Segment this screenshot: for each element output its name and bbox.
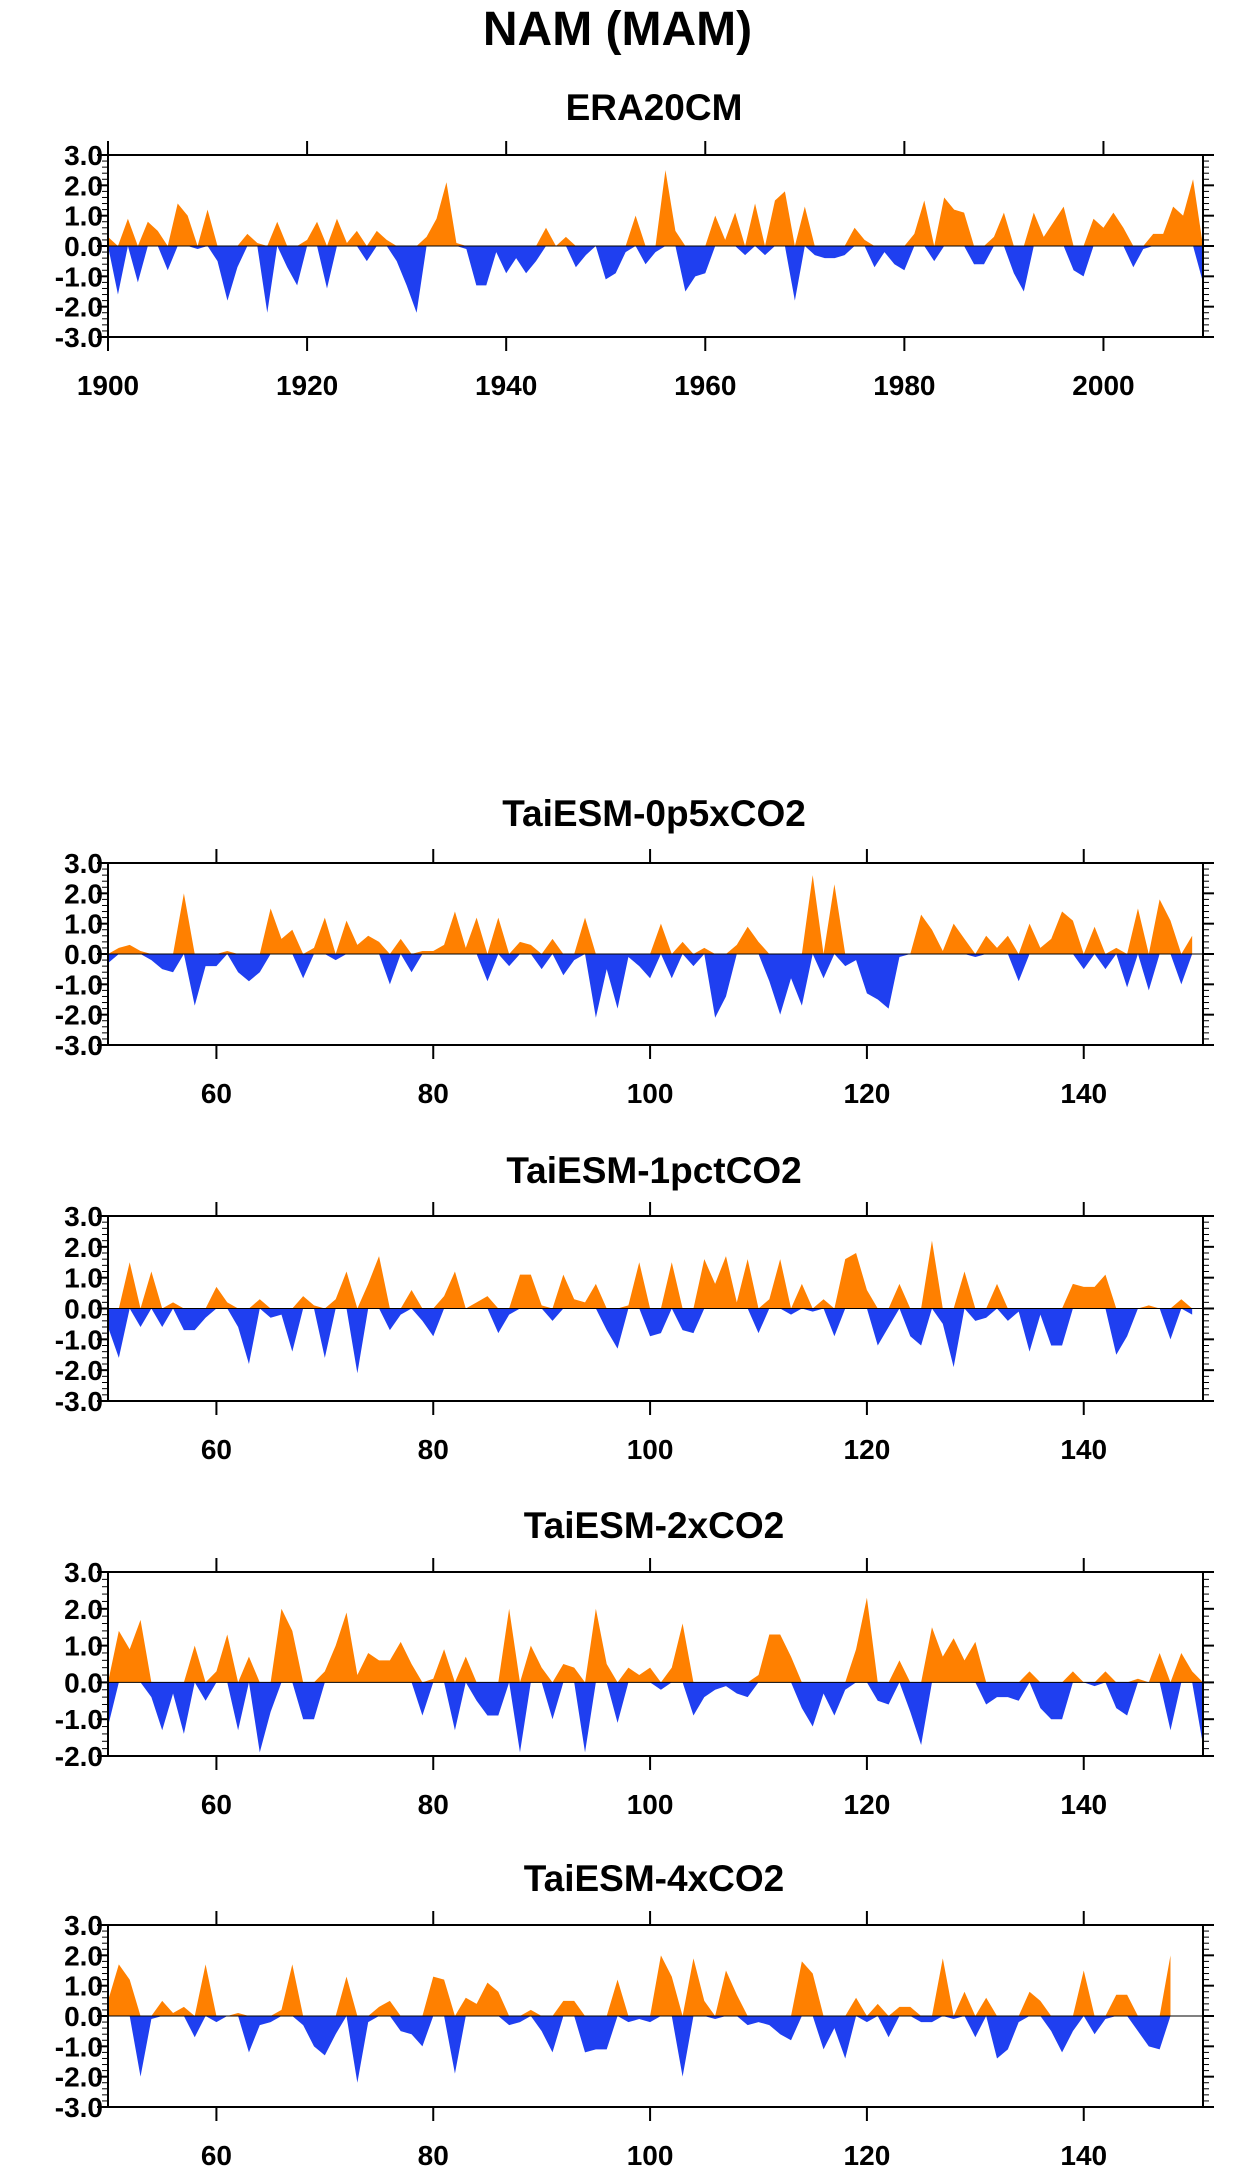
negative-area: [108, 1308, 1193, 1374]
panel-title-2xco2: TaiESM-2xCO2: [523, 1505, 785, 1546]
y-tick-label: -3.0: [55, 1386, 103, 1417]
panel-title-0p5xco2: TaiESM-0p5xCO2: [502, 793, 806, 834]
x-tick-label: 140: [1060, 2140, 1107, 2171]
y-tick-label: 1.0: [64, 909, 103, 940]
x-tick-label: 100: [627, 1078, 674, 1109]
y-tick-label: -3.0: [55, 322, 103, 353]
y-tick-label: 3.0: [64, 848, 103, 879]
plot-frame: [107, 1571, 1204, 1757]
x-tick-label: 140: [1060, 1078, 1107, 1109]
negative-area: [108, 2016, 1171, 2083]
x-tick-label: 1940: [475, 370, 537, 401]
y-tick-label: -2.0: [55, 1000, 103, 1031]
y-tick-label: -2.0: [55, 2062, 103, 2093]
y-tick-label: 1.0: [64, 1971, 103, 2002]
y-tick-label: 0.0: [64, 1667, 103, 1698]
x-tick-label: 60: [201, 2140, 232, 2171]
positive-area: [108, 1955, 1171, 2016]
x-tick-label: 1960: [674, 370, 736, 401]
negative-area: [108, 246, 1203, 313]
y-tick-label: 0.0: [64, 231, 103, 262]
chart-panel-0p5xco2: 3.02.01.00.0-1.0-2.0-3.0 60 80 100 120 140: [55, 848, 1214, 1109]
positive-area: [108, 1240, 1193, 1309]
x-tick-label: 120: [844, 1078, 891, 1109]
positive-area: [108, 875, 1193, 954]
x-tick-label: 80: [418, 2140, 449, 2171]
x-tick-label: 1900: [77, 370, 139, 401]
x-tick-label: 80: [418, 1078, 449, 1109]
y-tick-label: 3.0: [64, 1201, 103, 1232]
y-tick-label: 1.0: [64, 201, 103, 232]
x-tick-label: 100: [627, 1434, 674, 1465]
x-tick-label: 80: [418, 1789, 449, 1820]
x-tick-label: 120: [844, 1789, 891, 1820]
x-tick-label: 120: [844, 1434, 891, 1465]
y-tick-label: -1.0: [55, 261, 103, 292]
y-tick-label: -2.0: [55, 292, 103, 323]
chart-panel-4xco2: 3.02.01.00.0-1.0-2.0-3.0 60 80 100 120 140: [55, 1910, 1214, 2171]
y-tick-label: 3.0: [64, 1557, 103, 1588]
y-tick-label: -1.0: [55, 1324, 103, 1355]
x-tick-label: 80: [418, 1434, 449, 1465]
y-tick-label: -3.0: [55, 2092, 103, 2123]
y-tick-label: 0.0: [64, 939, 103, 970]
panel-title-era20cm: ERA20CM: [565, 87, 743, 128]
x-tick-label: 100: [627, 2140, 674, 2171]
x-tick-label: 60: [201, 1434, 232, 1465]
chart-panel-2xco2: 3.0 2.0 1.0 0.0 -1.0 -2.0 60 80 100 120 140: [55, 1557, 1214, 1820]
y-tick-label: -3.0: [55, 1030, 103, 1061]
page-title: NAM (MAM): [482, 3, 753, 56]
chart-panel-1pctco2: 3.02.01.00.0-1.0-2.0-3.0 60 80 100 120 140: [55, 1201, 1214, 1465]
panel-title-1pctco2: TaiESM-1pctCO2: [506, 1150, 802, 1191]
x-tick-label: 60: [201, 1789, 232, 1820]
x-tick-label: 140: [1060, 1789, 1107, 1820]
y-tick-label: 2.0: [64, 1594, 103, 1625]
x-tick-label: 60: [201, 1078, 232, 1109]
positive-area: [108, 1597, 1203, 1683]
y-tick-label: 2.0: [64, 1940, 103, 1971]
x-tick-label: 100: [627, 1789, 674, 1820]
y-tick-label: 3.0: [64, 140, 103, 171]
y-tick-label: -2.0: [55, 1355, 103, 1386]
positive-area: [108, 170, 1203, 246]
y-tick-label: 3.0: [64, 1910, 103, 1941]
y-tick-label: 2.0: [64, 1232, 103, 1263]
y-tick-label: -2.0: [55, 1741, 103, 1772]
negative-area: [108, 1682, 1203, 1753]
y-tick-label: 2.0: [64, 170, 103, 201]
x-tick-label: 2000: [1072, 370, 1134, 401]
panel-title-4xco2: TaiESM-4xCO2: [523, 1858, 785, 1899]
chart-panel-era20cm: 3.02.01.00.0-1.0-2.0-3.0 1900 1920 1940 1960…: [55, 140, 1214, 401]
y-tick-label: 1.0: [64, 1631, 103, 1662]
y-tick-label: -1.0: [55, 1704, 103, 1735]
negative-area: [108, 954, 1193, 1018]
x-tick-label: 1980: [873, 370, 935, 401]
y-tick-label: 2.0: [64, 878, 103, 909]
x-tick-label: 140: [1060, 1434, 1107, 1465]
x-tick-label: 1920: [276, 370, 338, 401]
y-tick-label: 1.0: [64, 1263, 103, 1294]
y-tick-label: -1.0: [55, 969, 103, 1000]
y-tick-label: 0.0: [64, 1294, 103, 1325]
y-tick-label: 0.0: [64, 2001, 103, 2032]
y-tick-label: -1.0: [55, 2031, 103, 2062]
x-tick-label: 120: [844, 2140, 891, 2171]
